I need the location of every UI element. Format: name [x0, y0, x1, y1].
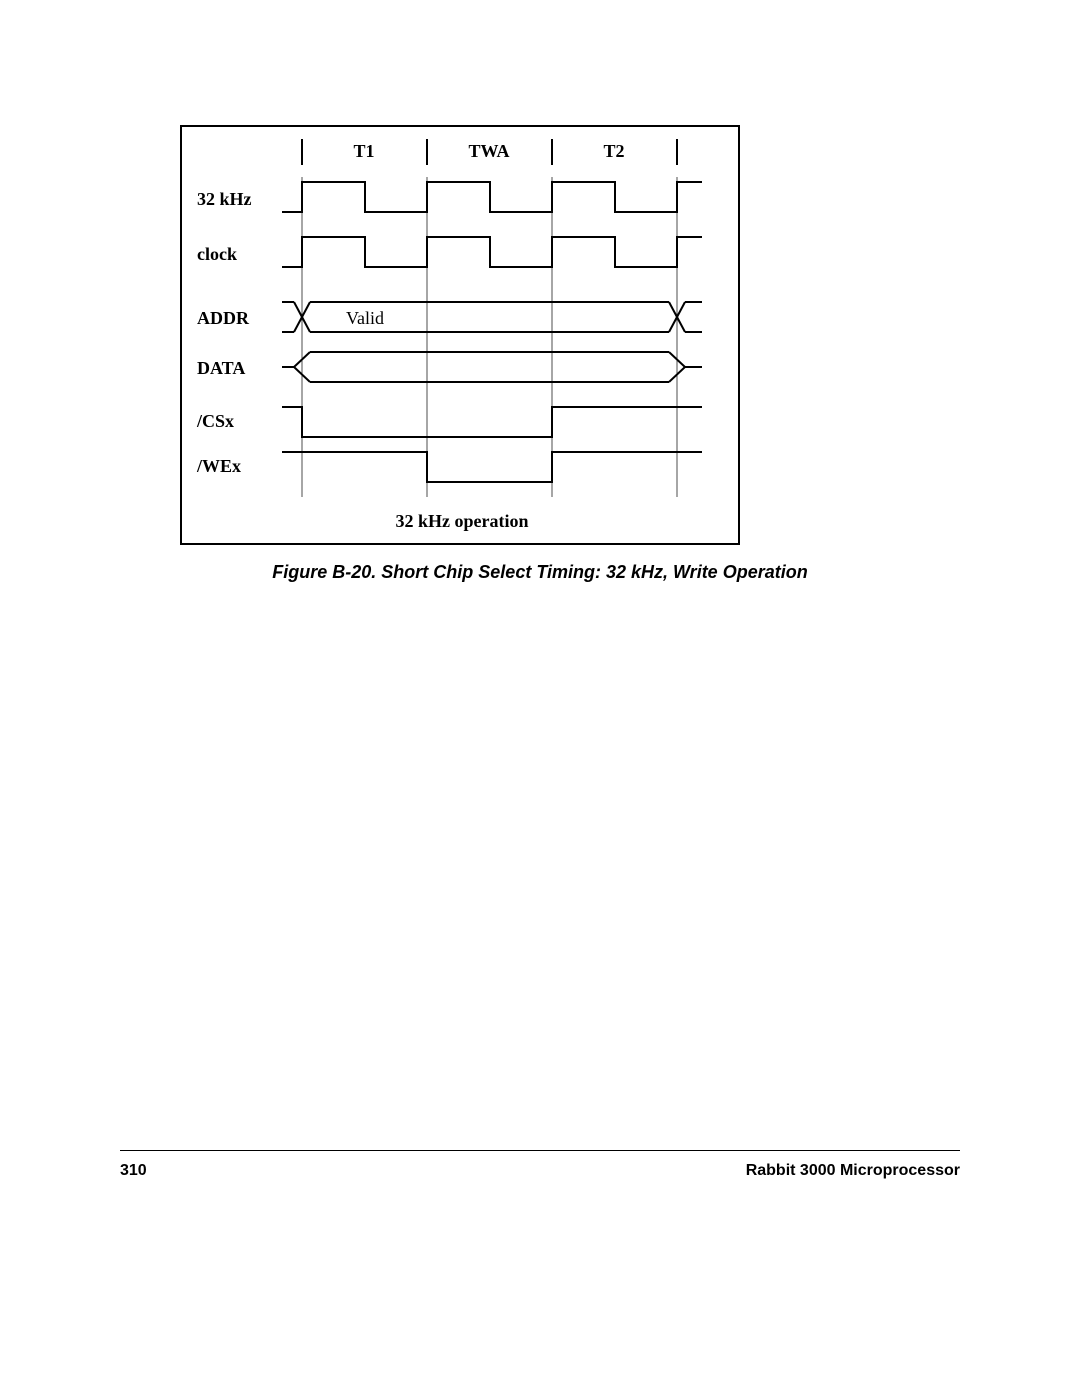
phase-label-t2: T2	[603, 141, 624, 161]
phase-label-t1: T1	[353, 141, 374, 161]
signal-wex	[282, 452, 702, 482]
timing-diagram-svg: T1 TWA T2 32 kHz clock ADDR DATA /CSx /W…	[182, 127, 742, 547]
addr-valid-label: Valid	[346, 308, 384, 328]
diagram-bottom-label: 32 kHz operation	[396, 511, 529, 531]
label-data: DATA	[197, 358, 245, 378]
label-addr: ADDR	[197, 308, 250, 328]
phase-label-twa: TWA	[468, 141, 509, 161]
doc-title: Rabbit 3000 Microprocessor	[746, 1162, 960, 1180]
signal-data	[282, 352, 702, 382]
signal-clock	[282, 237, 702, 267]
label-wex: /WEx	[196, 456, 241, 476]
figure-caption: Figure B-20. Short Chip Select Timing: 3…	[0, 562, 1080, 583]
label-clock: clock	[197, 244, 237, 264]
signal-addr	[282, 302, 702, 332]
footer-divider	[120, 1150, 960, 1151]
signal-32khz	[282, 182, 702, 212]
timing-diagram-box: T1 TWA T2 32 kHz clock ADDR DATA /CSx /W…	[180, 125, 740, 545]
page-number: 310	[120, 1162, 147, 1180]
label-32khz: 32 kHz	[197, 189, 252, 209]
page: T1 TWA T2 32 kHz clock ADDR DATA /CSx /W…	[0, 0, 1080, 1397]
signal-csx	[282, 407, 702, 437]
label-csx: /CSx	[196, 411, 234, 431]
